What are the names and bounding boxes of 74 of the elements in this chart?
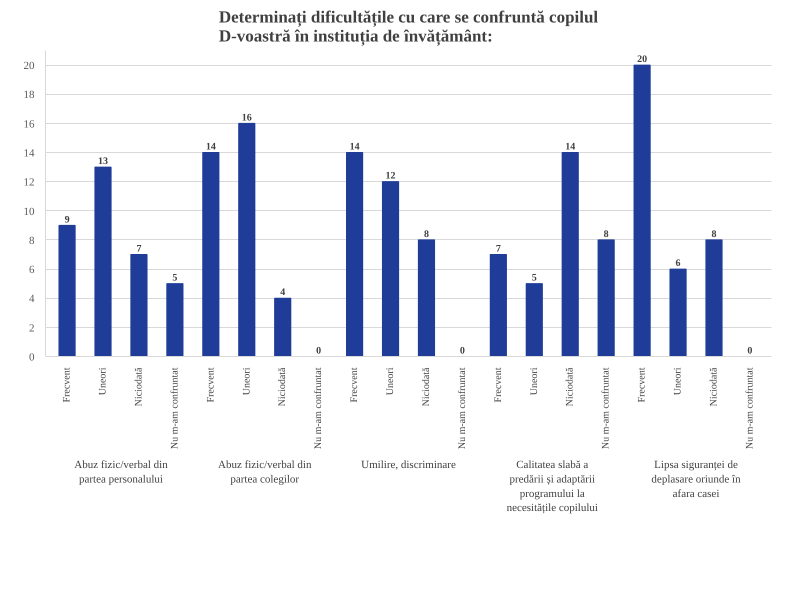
- x-tick-label: Niciodată: [708, 366, 720, 406]
- data-label: 0: [316, 346, 322, 356]
- bar: [202, 152, 220, 356]
- y-tick-label: 4: [29, 293, 35, 306]
- bar: [526, 283, 543, 356]
- x-tick-label: Nu m-am confruntat: [744, 367, 756, 450]
- data-label: 7: [136, 244, 142, 254]
- x-tick-label: Niciodată: [564, 366, 576, 406]
- y-tick-label: 16: [24, 118, 35, 130]
- x-tick-label: Nu m-am confruntat: [313, 367, 324, 450]
- y-tick-label: 14: [24, 148, 35, 160]
- bar: [598, 239, 615, 356]
- data-label: 5: [532, 272, 537, 284]
- data-label: 6: [676, 258, 681, 270]
- data-label: 4: [280, 287, 286, 298]
- bar: [238, 122, 256, 356]
- data-label: 7: [496, 244, 501, 254]
- x-tick-label: Niciodată: [133, 366, 144, 406]
- y-tick-label: 0: [29, 352, 35, 364]
- x-tick-label: Nu m-am confruntat: [169, 367, 180, 450]
- data-label: 12: [386, 170, 396, 182]
- data-label: 9: [64, 214, 70, 226]
- x-tick-label: Frecvent: [62, 367, 73, 402]
- bar: [669, 268, 687, 356]
- data-label: 14: [350, 142, 360, 152]
- y-tick-label: 6: [29, 264, 35, 276]
- bar: [130, 254, 148, 356]
- x-tick-label: Uneori: [672, 367, 684, 396]
- data-label: 8: [424, 228, 429, 240]
- data-label: 5: [172, 272, 178, 284]
- y-tick-label: 8: [29, 234, 35, 247]
- data-label: 13: [98, 156, 108, 168]
- data-label: 0: [747, 346, 752, 356]
- x-tick-label: Frecvent: [205, 367, 216, 402]
- x-tick-label: Niciodată: [277, 366, 288, 406]
- x-tick-label: Niciodată: [420, 366, 432, 406]
- text: Abuz fizic/verbal din partea colegilor: [218, 459, 312, 486]
- x-tick-label: Uneori: [385, 367, 396, 396]
- bar: [562, 152, 579, 356]
- data-label: 20: [637, 54, 648, 66]
- bar: [490, 254, 507, 356]
- bar: [166, 283, 184, 356]
- x-tick-label: Frecvent: [636, 367, 648, 402]
- x-tick-label: Uneori: [241, 367, 252, 396]
- bar: [418, 239, 436, 356]
- bar: [346, 152, 364, 356]
- data-label: 8: [711, 228, 716, 240]
- x-tick-label: Frecvent: [492, 367, 504, 402]
- x-tick-label: Frecvent: [349, 367, 360, 402]
- bar: [58, 224, 76, 356]
- y-tick-label: 2: [29, 322, 34, 334]
- text: Calitatea slabă a predării și adaptării programului la necesitățile copilului: [506, 459, 598, 514]
- chart-title: Determinați dificultățile cu care se confruntă copilul D-voastră în instituția de învățământ:: [218, 8, 598, 46]
- x-tick-label: Uneori: [528, 367, 540, 396]
- text: Abuz fizic/verbal din partea personalului: [74, 459, 168, 486]
- y-tick-label: 10: [24, 206, 35, 218]
- data-label: 8: [604, 228, 609, 240]
- bar: [94, 166, 112, 356]
- data-label: 16: [242, 112, 252, 124]
- bar: [705, 239, 723, 356]
- text: Lipsa siguranței de deplasare oriunde în afara casei: [651, 459, 742, 500]
- bar: [634, 64, 651, 356]
- y-tick-label: 12: [24, 176, 34, 189]
- y-tick-label: 20: [24, 60, 35, 72]
- x-tick-label: Nu m-am confruntat: [456, 367, 468, 450]
- bar: [382, 181, 400, 356]
- x-tick-label: Uneori: [98, 367, 109, 396]
- y-tick-label: 18: [24, 89, 35, 102]
- data-label: 14: [206, 142, 216, 152]
- x-tick-label: Nu m-am confruntat: [600, 367, 612, 450]
- data-label: 0: [460, 346, 465, 356]
- data-label: 14: [565, 142, 576, 152]
- bar: [274, 298, 292, 356]
- text: Umilire, discriminare: [361, 459, 456, 471]
